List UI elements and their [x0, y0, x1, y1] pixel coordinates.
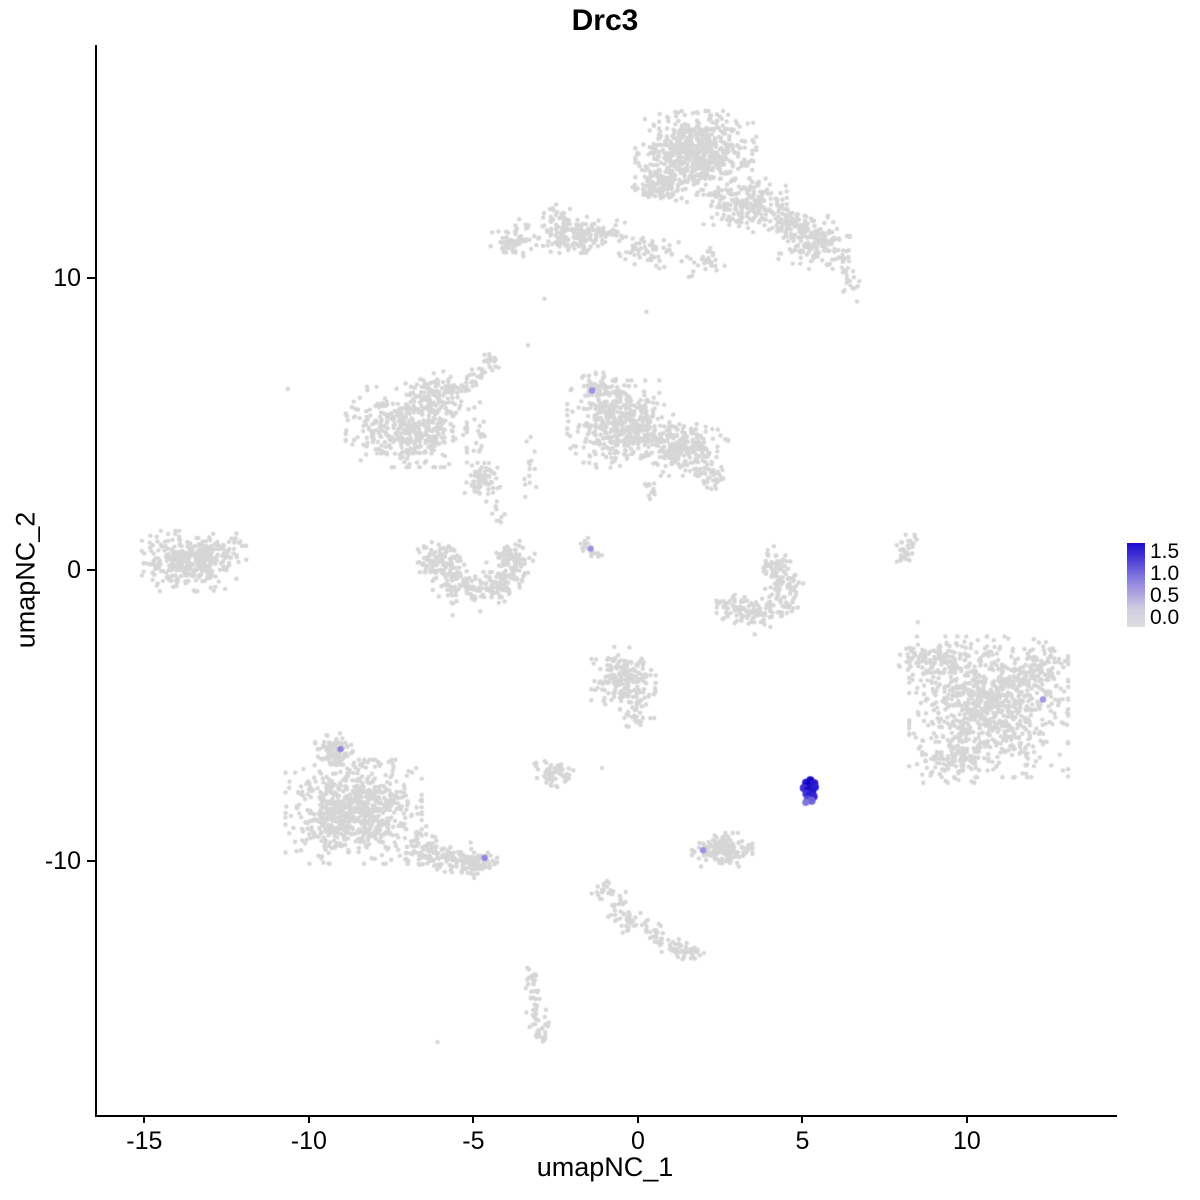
- y-tick-mark: [87, 568, 95, 571]
- plot-area: [95, 45, 1117, 1117]
- umap-scatter-canvas: [97, 45, 1117, 1115]
- x-tick-mark: [801, 1115, 804, 1123]
- plot-title: Drc3: [571, 4, 639, 37]
- y-tick-label: 10: [53, 264, 81, 293]
- legend-tick-label: 0.0: [1150, 605, 1180, 629]
- x-tick-label: 10: [953, 1127, 981, 1155]
- x-tick-label: -10: [290, 1127, 327, 1155]
- x-tick-mark: [307, 1115, 310, 1123]
- x-tick-mark: [965, 1115, 968, 1123]
- x-tick-mark: [143, 1115, 146, 1123]
- legend-tick-label: 1.5: [1150, 540, 1180, 564]
- x-tick-mark: [472, 1115, 475, 1123]
- y-tick-mark: [87, 277, 95, 280]
- y-tick-label: 0: [67, 555, 81, 584]
- y-tick-mark: [87, 860, 95, 863]
- x-tick-label: -5: [462, 1127, 485, 1155]
- x-axis-label: umapNC_1: [536, 1152, 674, 1182]
- x-tick-label: 0: [630, 1127, 645, 1155]
- x-tick-mark: [636, 1115, 639, 1123]
- x-tick-label: 5: [795, 1127, 810, 1155]
- legend-tick-label: 1.0: [1150, 562, 1180, 586]
- x-tick-label: -15: [126, 1127, 163, 1155]
- legend-gradient-bar: [1127, 543, 1145, 627]
- legend-tick-label: 0.5: [1150, 584, 1180, 608]
- y-tick-label: -10: [44, 847, 81, 876]
